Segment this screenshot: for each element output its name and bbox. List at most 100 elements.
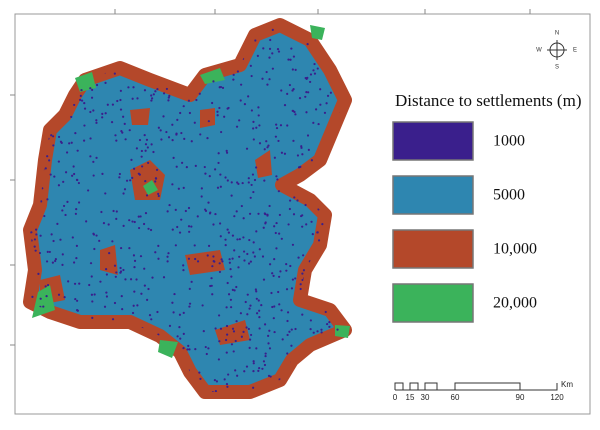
settlement-dot: [194, 348, 197, 351]
settlement-dot: [211, 293, 214, 296]
settlement-dot: [243, 103, 247, 106]
settlement-dot: [66, 200, 69, 203]
settlement-dot: [226, 385, 229, 388]
settlement-dot: [328, 325, 331, 328]
settlement-dot: [93, 247, 96, 251]
settlement-dot: [92, 174, 95, 177]
settlement-dot: [131, 220, 134, 223]
settlement-dot: [252, 120, 255, 123]
settlement-dot: [33, 238, 37, 241]
settlement-dot: [46, 283, 50, 287]
settlement-dot: [227, 373, 230, 376]
settlement-dot: [245, 326, 248, 329]
settlement-dot: [99, 280, 102, 283]
settlement-dot: [105, 291, 108, 294]
settlement-dot: [162, 276, 166, 279]
settlement-dot: [294, 68, 297, 72]
settlement-dot: [264, 222, 267, 225]
settlement-dot: [172, 156, 175, 159]
coordinate-ticks: [10, 9, 531, 346]
settlement-dot: [263, 179, 266, 182]
settlement-dot: [198, 92, 201, 95]
settlement-dot: [298, 97, 302, 100]
settlement-dot: [252, 370, 255, 373]
settlement-dot: [240, 204, 243, 208]
settlement-dot: [107, 223, 110, 226]
settlement-dot: [51, 135, 55, 138]
settlement-dot: [218, 270, 222, 274]
settlement-dot: [70, 141, 73, 144]
settlement-dot: [151, 97, 154, 100]
settlement-dot: [57, 184, 61, 187]
settlement-dot: [243, 370, 246, 373]
settlement-dot: [215, 380, 219, 383]
settlement-dot: [293, 196, 296, 199]
settlement-dot: [285, 263, 288, 266]
settlement-dot: [216, 186, 220, 189]
settlement-dot: [62, 204, 66, 208]
settlement-dot: [91, 88, 94, 91]
settlement-dot: [207, 201, 210, 204]
settlement-dot: [267, 342, 270, 345]
settlement-dot: [286, 319, 289, 323]
settlement-dot: [76, 149, 79, 152]
settlement-dot: [145, 138, 149, 141]
settlement-dot: [213, 379, 217, 382]
settlement-dot: [142, 222, 146, 226]
settlement-dot: [248, 212, 252, 215]
settlement-dot: [271, 305, 274, 309]
legend-swatch: [392, 121, 474, 161]
settlement-dot: [89, 262, 93, 265]
settlement-dot: [289, 58, 292, 61]
scale-unit: Km: [561, 380, 573, 389]
settlement-dot: [209, 284, 212, 288]
settlement-dot: [35, 233, 38, 236]
settlement-dot: [301, 225, 304, 228]
settlement-dot: [273, 330, 276, 334]
settlement-dot: [124, 138, 127, 141]
settlement-dot: [247, 95, 250, 98]
settlement-dot: [226, 281, 229, 285]
settlement-dot: [253, 255, 256, 258]
settlement-dot: [121, 308, 124, 311]
settlement-dot: [79, 98, 82, 102]
settlement-dot: [217, 161, 220, 165]
settlement-dot: [115, 217, 118, 220]
settlement-dot: [207, 347, 210, 350]
settlement-dot: [204, 345, 207, 349]
settlement-dot: [258, 124, 261, 127]
settlement-dot: [178, 313, 182, 316]
settlement-dot: [239, 312, 242, 315]
settlement-dot: [267, 144, 270, 147]
settlement-dot: [34, 249, 37, 252]
settlement-dot: [217, 358, 220, 361]
settlement-dot: [316, 330, 319, 333]
settlement-dot: [137, 172, 140, 175]
settlement-dot: [291, 109, 294, 112]
settlement-dot: [250, 183, 253, 187]
settlement-dot: [131, 97, 134, 100]
settlement-dot: [179, 111, 182, 115]
settlement-dot: [289, 264, 292, 268]
legend-label: 1000: [493, 133, 525, 150]
settlement-dot: [147, 287, 150, 291]
settlement-dot: [258, 327, 261, 330]
settlement-dot: [247, 181, 250, 184]
settlement-dot: [171, 123, 174, 126]
settlement-dot: [175, 165, 178, 168]
settlement-dot: [44, 167, 47, 170]
settlement-dot: [152, 93, 155, 96]
settlement-dot: [226, 228, 229, 231]
south-letter: S: [555, 65, 559, 71]
settlement-dot: [272, 317, 275, 320]
settlement-dot: [252, 190, 255, 194]
settlement-dot: [187, 99, 190, 102]
settlement-dot: [183, 137, 186, 140]
settlement-dot: [91, 316, 94, 319]
settlement-dot: [63, 295, 66, 299]
settlement-dot: [114, 275, 117, 278]
settlement-dot: [257, 212, 260, 215]
settlement-dot: [242, 250, 246, 253]
settlement-dot: [54, 259, 57, 263]
settlement-dot: [256, 54, 259, 58]
